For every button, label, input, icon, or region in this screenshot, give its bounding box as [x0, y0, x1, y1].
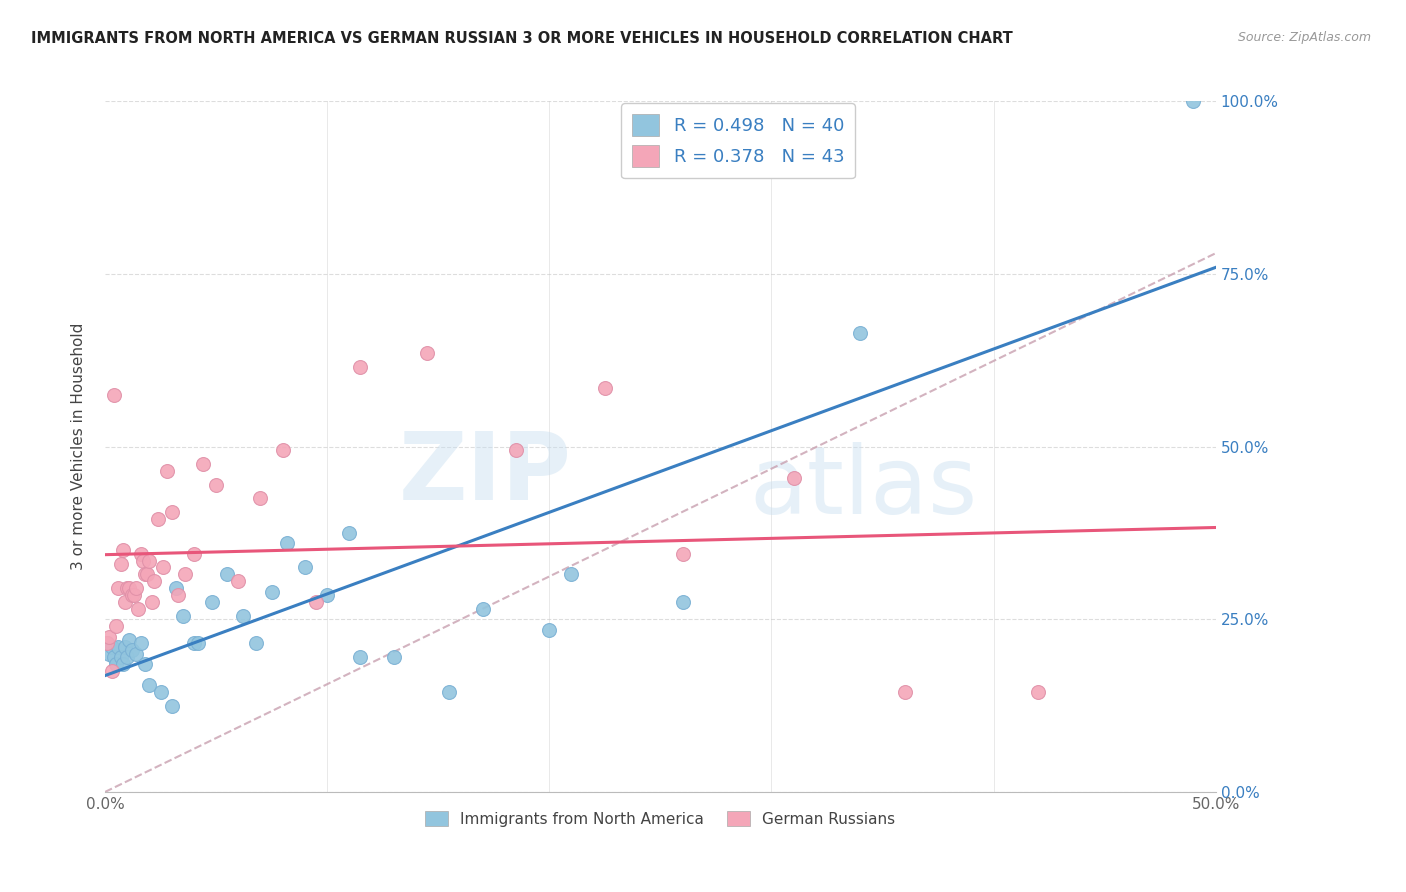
Point — [593, 381, 616, 395]
Point — [148, 512, 170, 526]
Point — [134, 657, 156, 672]
Point — [217, 567, 239, 582]
Point — [165, 581, 187, 595]
Point — [125, 647, 148, 661]
Point — [134, 567, 156, 582]
Point — [118, 581, 141, 595]
Point — [560, 567, 582, 582]
Point — [132, 553, 155, 567]
Point — [141, 595, 163, 609]
Point — [382, 650, 405, 665]
Point — [349, 650, 371, 665]
Text: ZIP: ZIP — [398, 428, 571, 520]
Point — [439, 685, 461, 699]
Point — [160, 505, 183, 519]
Point — [174, 567, 197, 582]
Point — [849, 326, 872, 340]
Point — [96, 636, 118, 650]
Point — [276, 536, 298, 550]
Point — [122, 588, 145, 602]
Point — [121, 588, 143, 602]
Point — [129, 636, 152, 650]
Point — [149, 685, 172, 699]
Point — [782, 471, 804, 485]
Point — [138, 553, 160, 567]
Point — [111, 543, 134, 558]
Point — [245, 636, 267, 650]
Point — [191, 457, 214, 471]
Point — [129, 547, 152, 561]
Point — [249, 491, 271, 506]
Point — [107, 640, 129, 654]
Point — [111, 657, 134, 672]
Point — [183, 636, 205, 650]
Point — [305, 595, 328, 609]
Point — [100, 664, 122, 678]
Point — [1182, 95, 1205, 109]
Point — [416, 346, 439, 360]
Point — [205, 477, 228, 491]
Point — [260, 584, 283, 599]
Point — [271, 443, 294, 458]
Point — [226, 574, 249, 589]
Point — [471, 602, 494, 616]
Point — [505, 443, 527, 458]
Point — [105, 657, 128, 672]
Point — [114, 595, 136, 609]
Point — [187, 636, 209, 650]
Text: Source: ZipAtlas.com: Source: ZipAtlas.com — [1237, 31, 1371, 45]
Point — [232, 608, 254, 623]
Point — [100, 640, 122, 654]
Point — [893, 685, 915, 699]
Point — [110, 650, 132, 665]
Point — [105, 619, 128, 633]
Legend: Immigrants from North America, German Russians: Immigrants from North America, German Ru… — [419, 805, 901, 832]
Point — [142, 574, 165, 589]
Point — [538, 623, 561, 637]
Point — [160, 698, 183, 713]
Point — [172, 608, 194, 623]
Point — [98, 647, 121, 661]
Point — [110, 557, 132, 571]
Point — [152, 560, 174, 574]
Y-axis label: 3 or more Vehicles in Household: 3 or more Vehicles in Household — [72, 323, 86, 570]
Point — [349, 360, 371, 375]
Point — [103, 650, 125, 665]
Point — [1026, 685, 1049, 699]
Point — [316, 588, 339, 602]
Point — [201, 595, 224, 609]
Point — [118, 633, 141, 648]
Point — [183, 547, 205, 561]
Point — [115, 581, 138, 595]
Point — [107, 581, 129, 595]
Point — [115, 650, 138, 665]
Point — [121, 643, 143, 657]
Point — [127, 602, 149, 616]
Text: IMMIGRANTS FROM NORTH AMERICA VS GERMAN RUSSIAN 3 OR MORE VEHICLES IN HOUSEHOLD : IMMIGRANTS FROM NORTH AMERICA VS GERMAN … — [31, 31, 1012, 46]
Point — [156, 464, 179, 478]
Point — [98, 630, 121, 644]
Point — [125, 581, 148, 595]
Point — [103, 388, 125, 402]
Point — [114, 640, 136, 654]
Point — [96, 636, 118, 650]
Point — [337, 525, 360, 540]
Point — [167, 588, 190, 602]
Point — [294, 560, 316, 574]
Point — [138, 678, 160, 692]
Text: atlas: atlas — [749, 442, 977, 534]
Point — [671, 595, 693, 609]
Point — [671, 547, 693, 561]
Point — [136, 567, 159, 582]
